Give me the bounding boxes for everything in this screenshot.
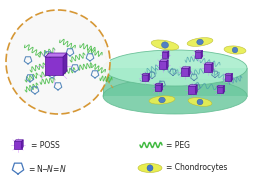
- Ellipse shape: [103, 78, 247, 114]
- Ellipse shape: [159, 97, 165, 103]
- Polygon shape: [189, 67, 190, 76]
- Text: = Chondrocytes: = Chondrocytes: [166, 163, 227, 173]
- Polygon shape: [223, 85, 225, 93]
- Polygon shape: [159, 60, 168, 61]
- Ellipse shape: [224, 46, 246, 54]
- Polygon shape: [196, 85, 197, 94]
- Polygon shape: [217, 85, 225, 87]
- Ellipse shape: [138, 163, 162, 173]
- Polygon shape: [148, 74, 150, 81]
- Ellipse shape: [187, 38, 213, 46]
- Ellipse shape: [147, 165, 153, 171]
- Polygon shape: [155, 84, 162, 85]
- Ellipse shape: [188, 98, 212, 106]
- Polygon shape: [14, 141, 21, 149]
- Polygon shape: [103, 68, 247, 96]
- Polygon shape: [201, 50, 203, 58]
- Ellipse shape: [149, 96, 175, 104]
- Ellipse shape: [161, 42, 168, 48]
- Polygon shape: [162, 52, 168, 58]
- Polygon shape: [188, 86, 196, 94]
- Polygon shape: [21, 140, 23, 149]
- Polygon shape: [217, 87, 223, 93]
- Polygon shape: [167, 60, 168, 69]
- Polygon shape: [14, 140, 23, 141]
- Ellipse shape: [197, 99, 203, 105]
- Circle shape: [6, 10, 110, 114]
- Polygon shape: [45, 57, 63, 75]
- Polygon shape: [159, 61, 167, 69]
- Ellipse shape: [197, 39, 203, 45]
- Polygon shape: [162, 51, 169, 52]
- Ellipse shape: [232, 47, 238, 53]
- Polygon shape: [204, 64, 212, 72]
- Polygon shape: [225, 75, 231, 81]
- Polygon shape: [161, 84, 162, 91]
- Polygon shape: [204, 63, 213, 64]
- Polygon shape: [63, 53, 67, 75]
- Text: = $\mathrm{N}{\!\!-\!\!N\!=\!N}$: = $\mathrm{N}{\!\!-\!\!N\!=\!N}$: [28, 163, 67, 174]
- Ellipse shape: [151, 40, 179, 50]
- Polygon shape: [181, 67, 190, 68]
- Polygon shape: [188, 85, 197, 86]
- Polygon shape: [45, 53, 67, 57]
- Polygon shape: [142, 74, 150, 75]
- Text: = PEG: = PEG: [166, 140, 190, 149]
- Polygon shape: [225, 74, 233, 75]
- Polygon shape: [212, 63, 213, 72]
- Polygon shape: [168, 51, 169, 58]
- Polygon shape: [181, 68, 189, 76]
- Polygon shape: [231, 74, 233, 81]
- Polygon shape: [155, 85, 161, 91]
- Text: = POSS: = POSS: [31, 140, 60, 149]
- Polygon shape: [195, 52, 201, 58]
- Ellipse shape: [103, 50, 247, 86]
- Polygon shape: [195, 50, 203, 52]
- Polygon shape: [142, 75, 148, 81]
